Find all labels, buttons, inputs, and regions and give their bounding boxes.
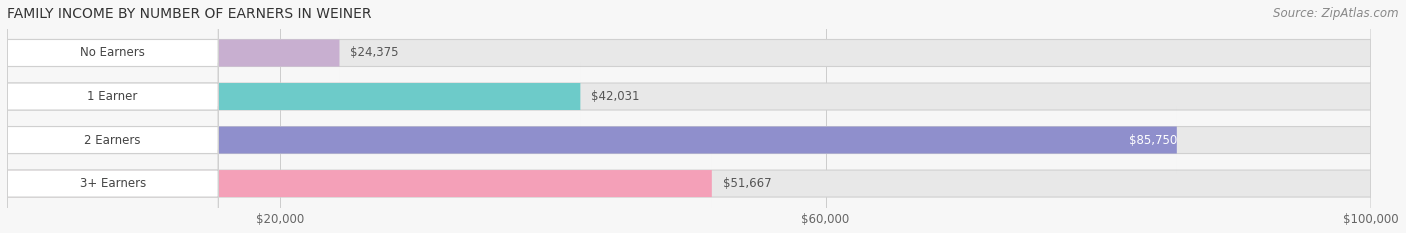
Text: $51,667: $51,667	[723, 177, 772, 190]
FancyBboxPatch shape	[7, 63, 581, 130]
Text: 2 Earners: 2 Earners	[84, 134, 141, 147]
Text: Source: ZipAtlas.com: Source: ZipAtlas.com	[1274, 7, 1399, 20]
FancyBboxPatch shape	[7, 150, 1371, 217]
Text: 1 Earner: 1 Earner	[87, 90, 138, 103]
FancyBboxPatch shape	[7, 63, 218, 130]
FancyBboxPatch shape	[7, 63, 1371, 130]
FancyBboxPatch shape	[7, 150, 218, 217]
Text: FAMILY INCOME BY NUMBER OF EARNERS IN WEINER: FAMILY INCOME BY NUMBER OF EARNERS IN WE…	[7, 7, 371, 21]
FancyBboxPatch shape	[7, 150, 711, 217]
Text: $24,375: $24,375	[350, 47, 399, 59]
Text: $85,750: $85,750	[1129, 134, 1177, 147]
FancyBboxPatch shape	[7, 19, 1371, 87]
FancyBboxPatch shape	[7, 19, 218, 87]
Text: No Earners: No Earners	[80, 47, 145, 59]
FancyBboxPatch shape	[7, 106, 218, 174]
Text: 3+ Earners: 3+ Earners	[80, 177, 146, 190]
FancyBboxPatch shape	[7, 19, 339, 87]
FancyBboxPatch shape	[7, 106, 1371, 174]
FancyBboxPatch shape	[7, 106, 1177, 174]
Text: $42,031: $42,031	[592, 90, 640, 103]
